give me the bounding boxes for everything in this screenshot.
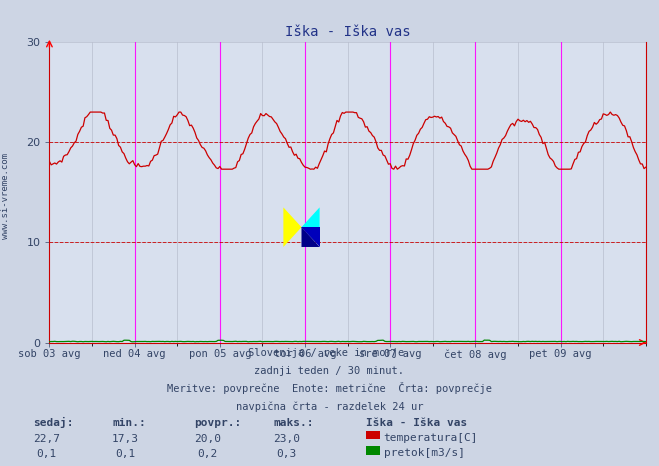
Text: 0,3: 0,3: [277, 449, 297, 459]
Text: 0,1: 0,1: [115, 449, 135, 459]
Polygon shape: [283, 207, 302, 247]
Text: 17,3: 17,3: [112, 434, 138, 444]
Polygon shape: [302, 207, 320, 227]
Text: maks.:: maks.:: [273, 418, 314, 428]
Text: www.si-vreme.com: www.si-vreme.com: [1, 153, 10, 239]
Text: 0,1: 0,1: [36, 449, 56, 459]
Text: povpr.:: povpr.:: [194, 418, 242, 428]
Text: 23,0: 23,0: [273, 434, 300, 444]
Text: pretok[m3/s]: pretok[m3/s]: [384, 448, 465, 458]
Text: Slovenija / reke in morje.: Slovenija / reke in morje.: [248, 349, 411, 358]
Text: Iška - Iška vas: Iška - Iška vas: [366, 418, 467, 428]
Text: zadnji teden / 30 minut.: zadnji teden / 30 minut.: [254, 366, 405, 376]
Title: Iška - Iška vas: Iška - Iška vas: [285, 25, 411, 40]
Text: Meritve: povprečne  Enote: metrične  Črta: povprečje: Meritve: povprečne Enote: metrične Črta:…: [167, 382, 492, 394]
Text: navpična črta - razdelek 24 ur: navpična črta - razdelek 24 ur: [236, 401, 423, 411]
Polygon shape: [302, 227, 320, 247]
Text: temperatura[C]: temperatura[C]: [384, 432, 478, 443]
Polygon shape: [302, 227, 320, 247]
Text: sedaj:: sedaj:: [33, 418, 73, 428]
Text: 22,7: 22,7: [33, 434, 59, 444]
Text: 0,2: 0,2: [198, 449, 217, 459]
Text: min.:: min.:: [112, 418, 146, 428]
Text: 20,0: 20,0: [194, 434, 221, 444]
